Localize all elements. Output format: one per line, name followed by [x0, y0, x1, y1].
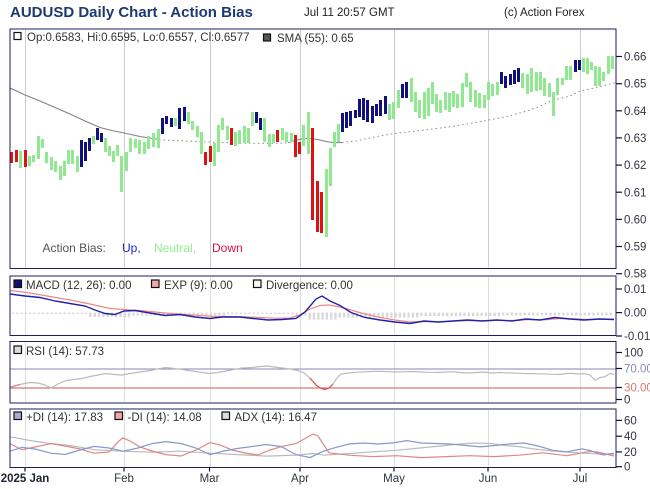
svg-text:Action Bias:: Action Bias: — [43, 241, 106, 255]
svg-text:Up,: Up, — [122, 241, 141, 255]
svg-text:20: 20 — [624, 447, 637, 459]
svg-text:-0.01: -0.01 — [624, 331, 650, 343]
svg-text:0.66: 0.66 — [624, 52, 646, 64]
svg-text:-DI (14): 14.08: -DI (14): 14.08 — [128, 412, 202, 424]
svg-text:Down: Down — [212, 241, 243, 255]
svg-text:Feb: Feb — [114, 473, 134, 485]
svg-text:0.65: 0.65 — [624, 79, 646, 91]
svg-text:0.00: 0.00 — [624, 308, 646, 320]
svg-text:100: 100 — [624, 348, 643, 360]
svg-text:MACD (12, 26): 0.00: MACD (12, 26): 0.00 — [26, 280, 131, 292]
svg-text:0.60: 0.60 — [624, 214, 646, 226]
svg-text:Mar: Mar — [200, 473, 220, 485]
svg-text:Op:0.6583, Hi:0.6595, Lo:0.655: Op:0.6583, Hi:0.6595, Lo:0.6557, Cl:0.65… — [27, 32, 250, 44]
svg-text:0: 0 — [624, 462, 630, 474]
svg-text:SMA (55): 0.65: SMA (55): 0.65 — [277, 33, 354, 45]
svg-text:30.00: 30.00 — [624, 383, 650, 395]
svg-text:0.59: 0.59 — [624, 242, 646, 254]
svg-text:0: 0 — [624, 395, 630, 407]
svg-text:RSI (14): 57.73: RSI (14): 57.73 — [26, 346, 104, 358]
svg-text:Neutral,: Neutral, — [154, 241, 196, 255]
svg-text:AUDUSD Daily Chart - Action Bi: AUDUSD Daily Chart - Action Bias — [10, 4, 253, 21]
svg-text:40: 40 — [624, 431, 637, 443]
svg-text:Divergence: 0.00: Divergence: 0.00 — [266, 280, 353, 292]
svg-text:+DI (14): 17.83: +DI (14): 17.83 — [26, 412, 103, 424]
svg-text:2025 Jan: 2025 Jan — [1, 473, 50, 485]
svg-text:Jul: Jul — [573, 473, 588, 485]
svg-text:Apr: Apr — [291, 473, 309, 485]
svg-text:0.63: 0.63 — [624, 133, 646, 145]
svg-text:Jul 11 20:57 GMT: Jul 11 20:57 GMT — [304, 7, 395, 19]
svg-text:May: May — [383, 473, 405, 485]
svg-text:Jun: Jun — [479, 473, 498, 485]
svg-text:(c) Action Forex: (c) Action Forex — [504, 7, 585, 19]
svg-text:0.62: 0.62 — [624, 160, 646, 172]
svg-text:70.00: 70.00 — [624, 364, 650, 376]
svg-text:EXP (9): 0.00: EXP (9): 0.00 — [164, 280, 233, 292]
svg-text:ADX (14): 16.47: ADX (14): 16.47 — [235, 412, 317, 424]
svg-text:0.64: 0.64 — [624, 106, 647, 118]
svg-text:0.01: 0.01 — [624, 284, 646, 296]
svg-text:0.61: 0.61 — [624, 187, 646, 199]
svg-text:60: 60 — [624, 415, 637, 427]
svg-text:0.58: 0.58 — [624, 269, 646, 281]
